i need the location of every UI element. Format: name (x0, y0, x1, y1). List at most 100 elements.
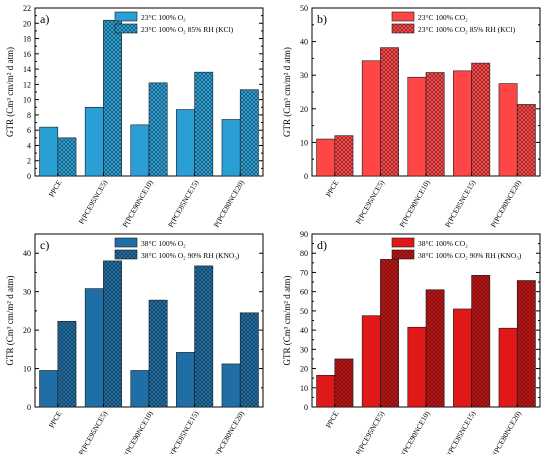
bar-rh (148, 299, 168, 408)
y-tick-label: 50 (300, 307, 308, 316)
y-tick-label: 0 (27, 403, 31, 412)
y-tick-label: 20 (300, 365, 308, 374)
y-tick-label: 10 (23, 365, 31, 374)
y-tick-label: 10 (300, 138, 308, 147)
bar-dry (361, 60, 381, 177)
bar-dry (84, 288, 104, 408)
x-tick-label: P(PCE95NCE5) (77, 178, 110, 226)
x-tick-label: P(PCE80NCE20) (212, 178, 247, 229)
bar-rh (57, 320, 77, 408)
bar-rh (334, 135, 354, 177)
y-axis-label: GTR (Cm³ cm/m² d atm) (282, 47, 292, 137)
y-tick-label: 60 (300, 288, 308, 297)
bar-rh (425, 289, 445, 408)
bar-dry (316, 374, 336, 408)
legend-label: 23°C 100% CO₂ 85% RH (KCl) (418, 25, 516, 34)
bar-dry (407, 76, 427, 177)
y-tick-label: 40 (23, 249, 31, 258)
x-tick-label: P(PCE90NCE10) (120, 178, 155, 229)
x-tick-label: P(PCE95NCE5) (354, 409, 387, 454)
bar-rh (239, 89, 259, 177)
legend-swatch (114, 11, 138, 22)
y-tick-label: 20 (23, 326, 31, 335)
bar-dry (39, 126, 59, 177)
bar-rh (148, 82, 168, 177)
bar-dry (130, 124, 150, 177)
legend-swatch (391, 23, 415, 34)
y-tick-label: 70 (300, 268, 308, 277)
bar-rh (471, 62, 491, 177)
chart-panel-d: 0 10 20 30 40 50 60 70 80 90 PPCE P(PCE95NCE5) P(PCE… (282, 230, 541, 459)
legend-label: 38°C 100% O₂ (141, 239, 186, 248)
bar-dry (84, 106, 104, 177)
bar-rh (425, 72, 445, 177)
bar-dry (453, 70, 472, 177)
y-tick-label: 14 (23, 65, 31, 74)
bar-rh (471, 275, 491, 408)
legend-swatch (391, 237, 415, 248)
x-tick-label: PPCE (324, 178, 341, 198)
chart-panel-b: 0 10 20 30 40 50 PPCE P(PCE95NCE5) P(PCE90NCE10)… (282, 4, 541, 229)
legend-swatch (114, 237, 138, 248)
y-axis-label: GTR (Cm³ cm/m² d atm) (5, 276, 15, 366)
legend-label: 38°C 100% O₂ 90% RH (KNO₃) (141, 251, 240, 260)
y-axis-label: GTR (Cm³ cm/m² d atm) (5, 47, 15, 137)
legend-label: 38°C 100% CO₂ (418, 239, 468, 248)
y-tick-label: 20 (300, 105, 308, 114)
y-tick-label: 80 (300, 249, 308, 258)
bar-dry (130, 370, 150, 408)
x-tick-label: P(PCE95NCE5) (77, 409, 110, 454)
bar-rh (103, 260, 122, 408)
y-axis-label: GTR (Cm³ cm/m² d atm) (282, 276, 292, 366)
y-tick-label: 16 (23, 50, 31, 59)
y-tick-label: 0 (304, 172, 308, 181)
x-tick-label: P(PCE90NCE10) (397, 178, 432, 229)
legend-swatch (391, 249, 415, 260)
legend-swatch (391, 11, 415, 22)
y-tick-label: 30 (23, 288, 31, 297)
bar-rh (334, 358, 354, 408)
x-tick-label: P(PCE85NCE15) (166, 178, 201, 229)
legend-swatch (114, 23, 138, 34)
y-tick-label: 10 (300, 384, 308, 393)
y-tick-label: 40 (300, 38, 308, 47)
x-tick-label: P(PCE80NCE20) (489, 409, 524, 454)
y-tick-label: 22 (23, 4, 31, 13)
x-tick-label: P(PCE95NCE5) (354, 178, 387, 226)
bar-rh (239, 312, 259, 408)
y-tick-label: 2 (27, 157, 31, 166)
y-tick-label: 0 (304, 403, 308, 412)
y-tick-label: 8 (27, 111, 31, 120)
panel-label: a) (40, 12, 49, 26)
legend-label: 38°C 100% CO₂ 90% RH (KNO₃) (418, 251, 522, 260)
x-tick-label: P(PCE80NCE20) (489, 178, 524, 229)
legend-swatch (114, 249, 138, 260)
bar-dry (498, 327, 518, 408)
y-tick-label: 4 (27, 141, 31, 150)
y-tick-label: 6 (27, 126, 31, 135)
legend-label: 23°C 100% O₂ 85% RH (KCl) (141, 25, 234, 34)
x-tick-label: P(PCE85NCE15) (166, 409, 201, 454)
bar-dry (361, 315, 381, 408)
bar-rh (516, 280, 536, 408)
y-tick-label: 10 (23, 96, 31, 105)
legend-label: 23°C 100% O₂ (141, 13, 186, 22)
x-tick-label: P(PCE80NCE20) (212, 409, 247, 454)
x-tick-label: P(PCE90NCE10) (397, 409, 432, 454)
bar-dry (221, 119, 241, 177)
x-tick-label: PPCE (324, 409, 341, 429)
y-tick-label: 40 (300, 326, 308, 335)
bar-dry (316, 138, 336, 177)
bar-rh (194, 71, 214, 177)
x-tick-label: PPCE (47, 409, 64, 429)
x-tick-label: P(PCE90NCE10) (120, 409, 155, 454)
y-tick-label: 90 (300, 230, 308, 239)
x-tick-label: PPCE (47, 178, 64, 198)
y-tick-label: 30 (300, 345, 308, 354)
bar-rh (380, 47, 399, 177)
panel-label: c) (40, 238, 49, 252)
bar-dry (498, 83, 518, 177)
bar-dry (407, 326, 427, 408)
